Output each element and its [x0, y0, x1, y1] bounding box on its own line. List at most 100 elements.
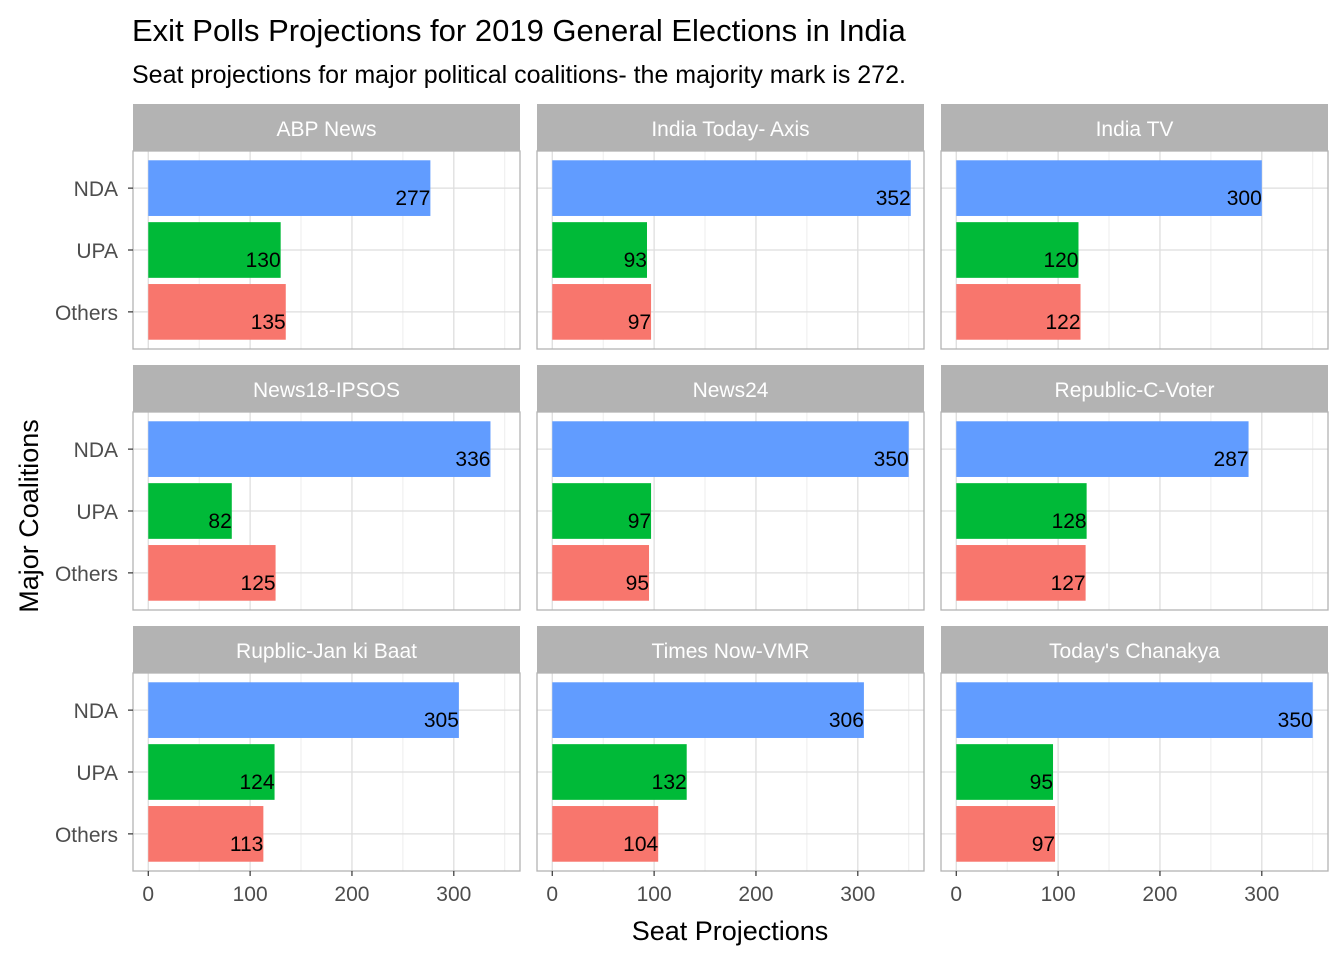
bar-value-label: 124 [240, 771, 275, 794]
facet-strip-label: News24 [693, 379, 769, 402]
x-tick-label: 100 [233, 883, 268, 906]
x-tick-label: 300 [436, 883, 471, 906]
y-tick-label: NDA [74, 700, 118, 723]
panel-border [940, 411, 1329, 611]
bar-value-label: 350 [1278, 709, 1313, 732]
facet-strip [133, 626, 520, 673]
panel-border [940, 150, 1329, 350]
bar-value-label: 350 [874, 448, 909, 471]
bar-others [956, 284, 1081, 340]
panel-border [536, 672, 925, 872]
bar-others [956, 545, 1086, 601]
x-tick-label: 200 [1142, 883, 1177, 906]
bar-others [148, 806, 264, 862]
facet-strip-label: India Today- Axis [651, 118, 809, 141]
bar-upa [148, 744, 275, 800]
bar-upa [956, 222, 1079, 278]
bar-value-label: 97 [628, 510, 651, 533]
bar-upa [148, 483, 232, 539]
bar-others [148, 284, 286, 340]
x-tick-label: 100 [1041, 883, 1076, 906]
facet-strip-label: ABP News [277, 118, 377, 141]
x-tick-label: 200 [334, 883, 369, 906]
bar-upa [956, 483, 1087, 539]
x-tick-label: 0 [142, 883, 154, 906]
y-tick-label: UPA [76, 501, 118, 524]
x-tick-label: 200 [738, 883, 773, 906]
bar-value-label: 120 [1043, 249, 1078, 272]
bar-value-label: 336 [455, 448, 490, 471]
bar-value-label: 352 [876, 187, 911, 210]
facet-strip-label: Times Now-VMR [652, 640, 810, 663]
bar-value-label: 305 [424, 709, 459, 732]
y-tick-label: Others [55, 563, 118, 586]
panel-border [536, 150, 925, 350]
facet-strip-label: India TV [1096, 118, 1174, 141]
bar-value-label: 95 [626, 572, 649, 595]
x-tick-label: 300 [840, 883, 875, 906]
bar-upa [956, 744, 1054, 800]
bar-value-label: 127 [1051, 572, 1086, 595]
bar-value-label: 130 [246, 249, 281, 272]
bar-value-label: 97 [1032, 833, 1055, 856]
y-tick-label: Others [55, 302, 118, 325]
bar-nda [148, 682, 459, 738]
bar-nda [552, 421, 909, 477]
bar-value-label: 128 [1052, 510, 1087, 533]
bar-value-label: 277 [395, 187, 430, 210]
facet-strip [133, 365, 520, 412]
panel-border [940, 672, 1329, 872]
bar-value-label: 135 [251, 311, 286, 334]
facet-strip [941, 626, 1328, 673]
x-tick-label: 100 [637, 883, 672, 906]
x-tick-label: 0 [546, 883, 558, 906]
facet-strip-label: News18-IPSOS [253, 379, 400, 402]
bar-nda [956, 421, 1249, 477]
bar-value-label: 95 [1030, 771, 1053, 794]
bar-value-label: 113 [230, 833, 263, 856]
bar-others [552, 545, 650, 601]
facet-strip [537, 104, 924, 151]
bar-others [956, 806, 1056, 862]
facet-strip [941, 104, 1328, 151]
bar-upa [148, 222, 281, 278]
facet-strip-label: Today's Chanakya [1049, 640, 1220, 663]
bar-nda [148, 160, 431, 216]
facet-strip [941, 365, 1328, 412]
bar-nda [148, 421, 491, 477]
y-tick-label: UPA [76, 762, 118, 785]
bar-nda [552, 160, 911, 216]
bar-upa [552, 744, 687, 800]
y-tick-label: Others [55, 824, 118, 847]
facet-strip-label: Republic-C-Voter [1055, 379, 1215, 402]
y-tick-label: NDA [74, 439, 118, 462]
bar-upa [552, 483, 652, 539]
chart-subtitle: Seat projections for major political coa… [132, 61, 906, 89]
bar-others [552, 284, 652, 340]
y-tick-label: NDA [74, 178, 118, 201]
bar-nda [552, 682, 864, 738]
bar-nda [956, 160, 1262, 216]
bar-value-label: 97 [628, 311, 651, 334]
bar-others [148, 545, 276, 601]
bar-value-label: 104 [623, 833, 658, 856]
bar-upa [552, 222, 647, 278]
facet-strip-label: Rupblic-Jan ki Baat [236, 640, 417, 663]
bar-value-label: 300 [1227, 187, 1262, 210]
x-tick-label: 0 [950, 883, 962, 906]
facet-panels: ABP News 277 130 135 NDA UPA Others India Today… [55, 104, 1329, 906]
bar-others [552, 806, 659, 862]
x-axis-title: Seat Projections [632, 916, 829, 946]
facet-strip [537, 626, 924, 673]
bar-value-label: 287 [1214, 448, 1249, 471]
panel-border [536, 411, 925, 611]
facet-strip [133, 104, 520, 151]
x-tick-label: 300 [1244, 883, 1279, 906]
chart-title: Exit Polls Projections for 2019 General … [132, 13, 906, 48]
y-tick-label: UPA [76, 240, 118, 263]
bar-value-label: 82 [208, 510, 231, 533]
bar-value-label: 122 [1045, 311, 1080, 334]
bar-value-label: 306 [829, 709, 864, 732]
bar-nda [956, 682, 1313, 738]
